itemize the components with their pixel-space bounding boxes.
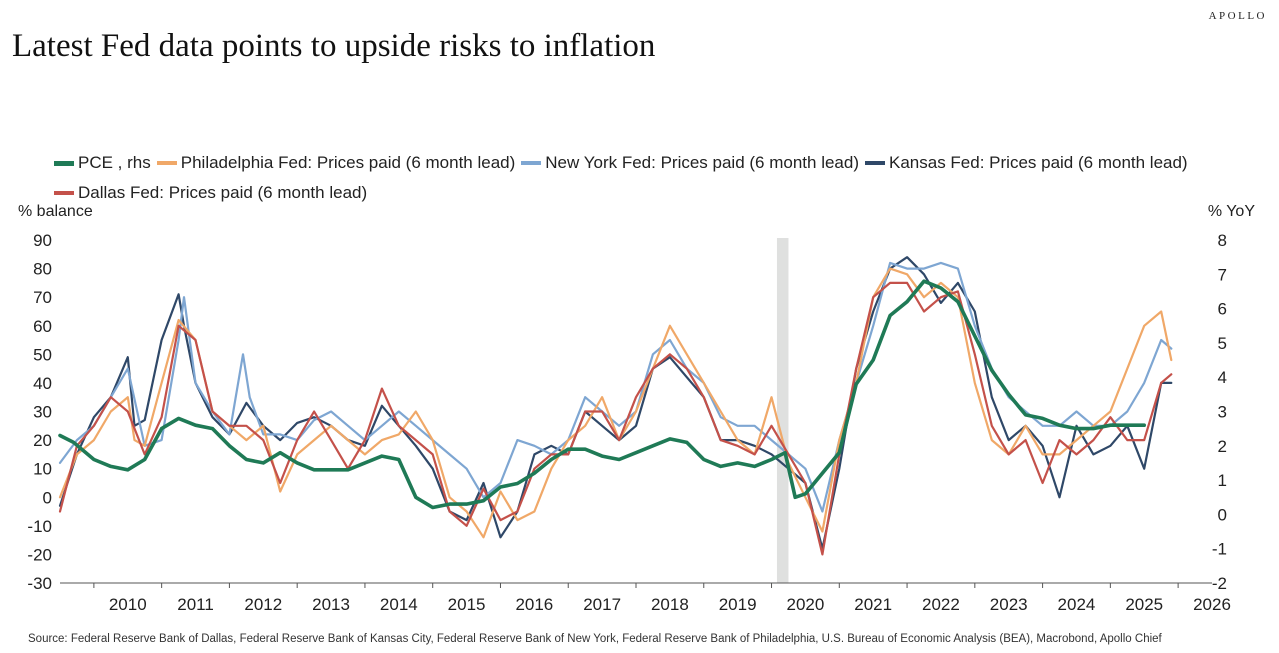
y-left-tick-label: 80: [33, 260, 52, 279]
x-tick-label: 2026: [1193, 595, 1231, 614]
legend-swatch-dallas: [54, 191, 74, 195]
legend-item-philadelphia: Philadelphia Fed: Prices paid (6 month l…: [156, 153, 516, 173]
y-left-tick-label: -30: [27, 574, 52, 593]
chart-title: Latest Fed data points to upside risks t…: [12, 28, 656, 64]
source-note: Source: Federal Reserve Bank of Dallas, …: [28, 633, 1162, 645]
x-tick-label: 2020: [786, 595, 824, 614]
brand-logo: APOLLO: [1208, 10, 1267, 22]
y-right-tick-label: 6: [1218, 300, 1227, 319]
y-left-tick-label: 10: [33, 460, 52, 479]
legend-swatch-kansas: [865, 161, 885, 165]
y-left-tick-label: 50: [33, 345, 52, 364]
legend-item-new-york: New York Fed: Prices paid (6 month lead): [521, 153, 859, 173]
legend-label-pce: PCE , rhs: [78, 153, 151, 172]
series-line-philadelphia-fed-prices-paid-6-month-lead: [58, 267, 1173, 539]
legend: PCE , rhs Philadelphia Fed: Prices paid …: [54, 153, 1264, 203]
x-tick-label: 2023: [990, 595, 1028, 614]
legend-label-dallas: Dallas Fed: Prices paid (6 month lead): [78, 183, 368, 202]
y-right-tick-label: 1: [1218, 471, 1227, 490]
x-tick-label: 2016: [515, 595, 553, 614]
y-right-tick-label: -1: [1212, 540, 1227, 559]
right-axis-unit-label: % YoY: [1207, 203, 1255, 220]
y-right-tick-label: 0: [1218, 505, 1227, 524]
x-tick-label: 2019: [719, 595, 757, 614]
x-tick-label: 2021: [854, 595, 892, 614]
y-left-tick-label: -10: [27, 517, 52, 536]
y-left-tick-label: 90: [33, 231, 52, 250]
x-tick-label: 2015: [448, 595, 486, 614]
x-tick-label: 2024: [1058, 595, 1096, 614]
legend-swatch-new-york: [521, 161, 542, 165]
y-left-tick-label: 70: [33, 288, 52, 307]
series-line-dallas-fed-prices-paid-6-month-lead: [58, 281, 1173, 556]
legend-item-pce: PCE , rhs: [54, 153, 151, 173]
y-right-tick-label: 5: [1218, 334, 1227, 353]
x-tick-label: 2022: [922, 595, 960, 614]
series-line-kansas-fed-prices-paid-6-month-lead: [58, 256, 1173, 550]
x-tick-label: 2012: [244, 595, 282, 614]
recession-shade: [776, 238, 789, 583]
legend-item-dallas: Dallas Fed: Prices paid (6 month lead): [54, 183, 367, 203]
y-left-tick-label: 60: [33, 317, 52, 336]
x-tick-label: 2018: [651, 595, 689, 614]
legend-swatch-pce: [54, 160, 74, 166]
y-left-tick-label: 0: [43, 488, 52, 507]
y-left-tick-label: 30: [33, 403, 52, 422]
x-tick-label: 2025: [1125, 595, 1163, 614]
x-tick-label: 2017: [583, 595, 621, 614]
y-right-tick-label: 8: [1218, 231, 1227, 250]
x-tick-label: 2010: [109, 595, 147, 614]
y-right-tick-label: 7: [1218, 265, 1227, 284]
legend-label-kansas: Kansas Fed: Prices paid (6 month lead): [889, 153, 1188, 172]
y-left-tick-label: -20: [27, 545, 52, 564]
y-right-tick-label: 2: [1218, 437, 1227, 456]
y-right-tick-label: 4: [1218, 368, 1227, 387]
series-line-pce-rhs: [58, 279, 1146, 510]
x-tick-label: 2013: [312, 595, 350, 614]
legend-item-kansas: Kansas Fed: Prices paid (6 month lead): [865, 153, 1188, 173]
legend-label-new-york: New York Fed: Prices paid (6 month lead): [545, 153, 859, 172]
y-left-tick-label: 40: [33, 374, 52, 393]
left-axis-unit-label: % balance: [18, 203, 93, 220]
y-left-tick-label: 20: [33, 431, 52, 450]
y-right-tick-label: 3: [1218, 403, 1227, 422]
x-tick-label: 2014: [380, 595, 418, 614]
y-right-tick-label: -2: [1212, 574, 1227, 593]
x-tick-label: 2011: [177, 595, 214, 614]
legend-label-philadelphia: Philadelphia Fed: Prices paid (6 month l…: [180, 153, 516, 172]
legend-swatch-philadelphia: [156, 161, 177, 165]
